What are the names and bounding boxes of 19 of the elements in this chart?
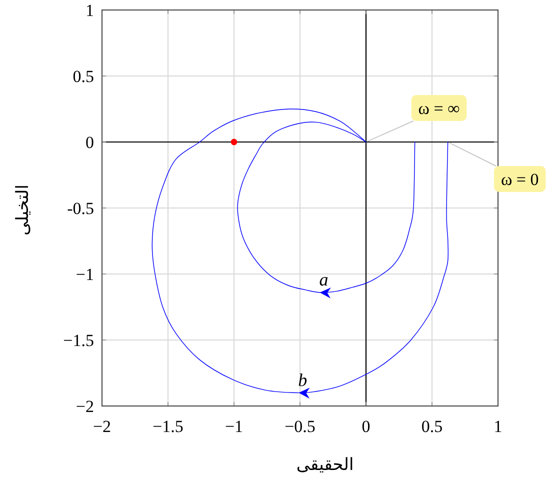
y-axis-title: التخيلى bbox=[13, 184, 33, 236]
y-tick-label: −1 bbox=[76, 265, 94, 284]
annotation: ω = 0 bbox=[500, 170, 539, 189]
x-axis-title: الحقيقى bbox=[296, 455, 354, 475]
x-tick-label: −0.5 bbox=[284, 417, 316, 436]
y-tick-label: 0 bbox=[86, 133, 94, 152]
y-tick-label: 0.5 bbox=[72, 67, 94, 86]
y-tick-label: -0.5 bbox=[67, 199, 94, 218]
y-tick-label: 1 bbox=[86, 1, 94, 20]
x-tick-label: 0.5 bbox=[421, 417, 443, 436]
y-tick-label: −1.5 bbox=[63, 331, 94, 350]
x-tick-label: 1 bbox=[494, 417, 502, 436]
annotation: ω = ∞ bbox=[418, 99, 460, 118]
x-tick-label: 0 bbox=[362, 417, 370, 436]
y-tick-label: −2 bbox=[76, 397, 94, 416]
x-tick-label: −1.5 bbox=[152, 417, 184, 436]
x-tick-label: −1 bbox=[224, 417, 244, 436]
series-label: a bbox=[319, 269, 328, 290]
series-label: b bbox=[298, 370, 308, 390]
